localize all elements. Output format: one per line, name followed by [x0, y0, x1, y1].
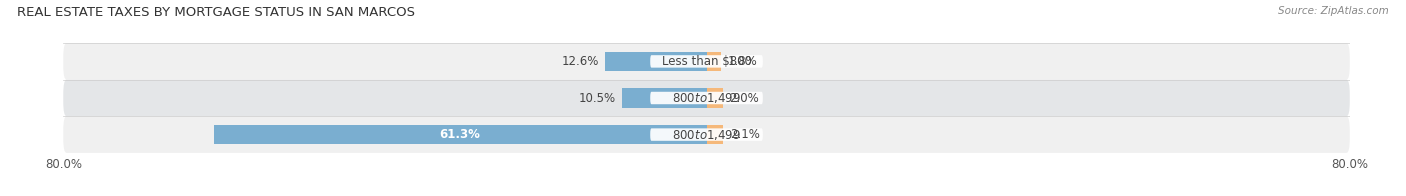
Bar [605, 52, 707, 71]
Text: $800 to $1,499: $800 to $1,499 [672, 128, 741, 142]
Bar [707, 125, 724, 144]
Bar [707, 52, 721, 71]
FancyBboxPatch shape [650, 128, 763, 141]
Text: 2.1%: 2.1% [730, 128, 759, 141]
Text: REAL ESTATE TAXES BY MORTGAGE STATUS IN SAN MARCOS: REAL ESTATE TAXES BY MORTGAGE STATUS IN … [17, 6, 415, 19]
Bar [621, 88, 707, 108]
Text: 12.6%: 12.6% [561, 55, 599, 68]
Bar [707, 88, 723, 108]
FancyBboxPatch shape [650, 55, 763, 68]
Text: 1.8%: 1.8% [727, 55, 758, 68]
FancyBboxPatch shape [650, 92, 763, 104]
Text: $800 to $1,499: $800 to $1,499 [672, 91, 741, 105]
Text: 61.3%: 61.3% [440, 128, 481, 141]
Bar [214, 125, 707, 144]
FancyBboxPatch shape [63, 43, 1350, 80]
Text: 2.0%: 2.0% [730, 92, 759, 104]
Text: Less than $800: Less than $800 [662, 55, 751, 68]
Text: Source: ZipAtlas.com: Source: ZipAtlas.com [1278, 6, 1389, 16]
FancyBboxPatch shape [63, 80, 1350, 116]
Text: 10.5%: 10.5% [578, 92, 616, 104]
FancyBboxPatch shape [63, 116, 1350, 153]
